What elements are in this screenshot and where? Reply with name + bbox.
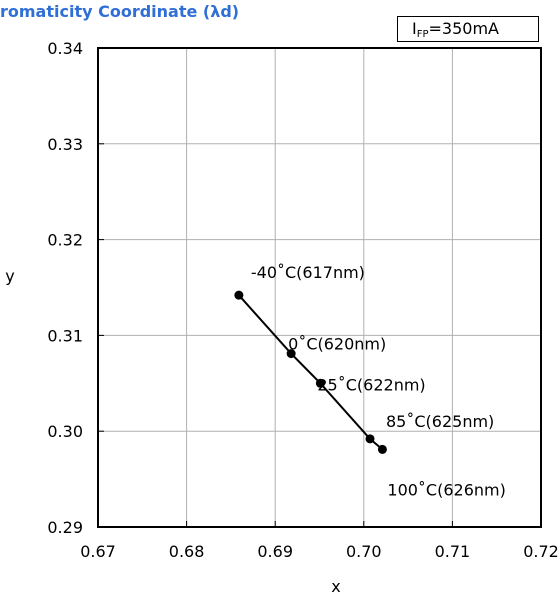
condition-box: IFP=350mA (397, 16, 539, 42)
x-tick-label: 0.70 (346, 542, 382, 561)
data-point (286, 349, 296, 359)
y-tick-label: 0.30 (47, 422, 83, 441)
tick-labels: 0.67 0.68 0.69 0.70 0.71 0.72 0.29 0.30 0.31 0.32… (47, 39, 558, 561)
y-tick-label: 0.31 (47, 326, 83, 345)
data-label: 25˚C(622nm) (317, 375, 425, 394)
x-tick-label: 0.71 (435, 542, 471, 561)
chart-title: romaticity Coordinate (λd) (0, 2, 240, 21)
y-axis-label: y (5, 267, 14, 286)
plot-frame (97, 47, 542, 528)
y-tick-label: 0.33 (47, 135, 83, 154)
y-tick-label: 0.29 (47, 518, 83, 537)
data-point (315, 378, 325, 388)
axes (97, 47, 542, 528)
x-tick-label: 0.68 (169, 542, 205, 561)
condition-symbol: I (412, 19, 417, 38)
condition-subscript: FP (416, 29, 429, 40)
grid-lines (98, 48, 541, 527)
x-tick-label: 0.69 (257, 542, 293, 561)
point-labels: -40˚C(617nm) 0˚C(620nm) 25˚C(622nm) 85˚C(62… (251, 263, 506, 499)
data-point (377, 444, 387, 454)
series-group (234, 290, 387, 454)
data-label: 85˚C(625nm) (386, 412, 494, 431)
data-label: 100˚C(626nm) (387, 480, 505, 499)
data-point (234, 290, 244, 300)
series-line (238, 294, 384, 451)
data-label: -40˚C(617nm) (251, 263, 365, 282)
x-axis-label: x (331, 577, 340, 592)
data-label: 0˚C(620nm) (288, 335, 386, 354)
x-tick-label: 0.67 (80, 542, 116, 561)
data-point (365, 434, 375, 444)
condition-value: =350mA (428, 19, 499, 38)
y-tick-label: 0.34 (47, 39, 83, 58)
y-tick-label: 0.32 (47, 231, 83, 250)
x-tick-label: 0.72 (523, 542, 559, 561)
